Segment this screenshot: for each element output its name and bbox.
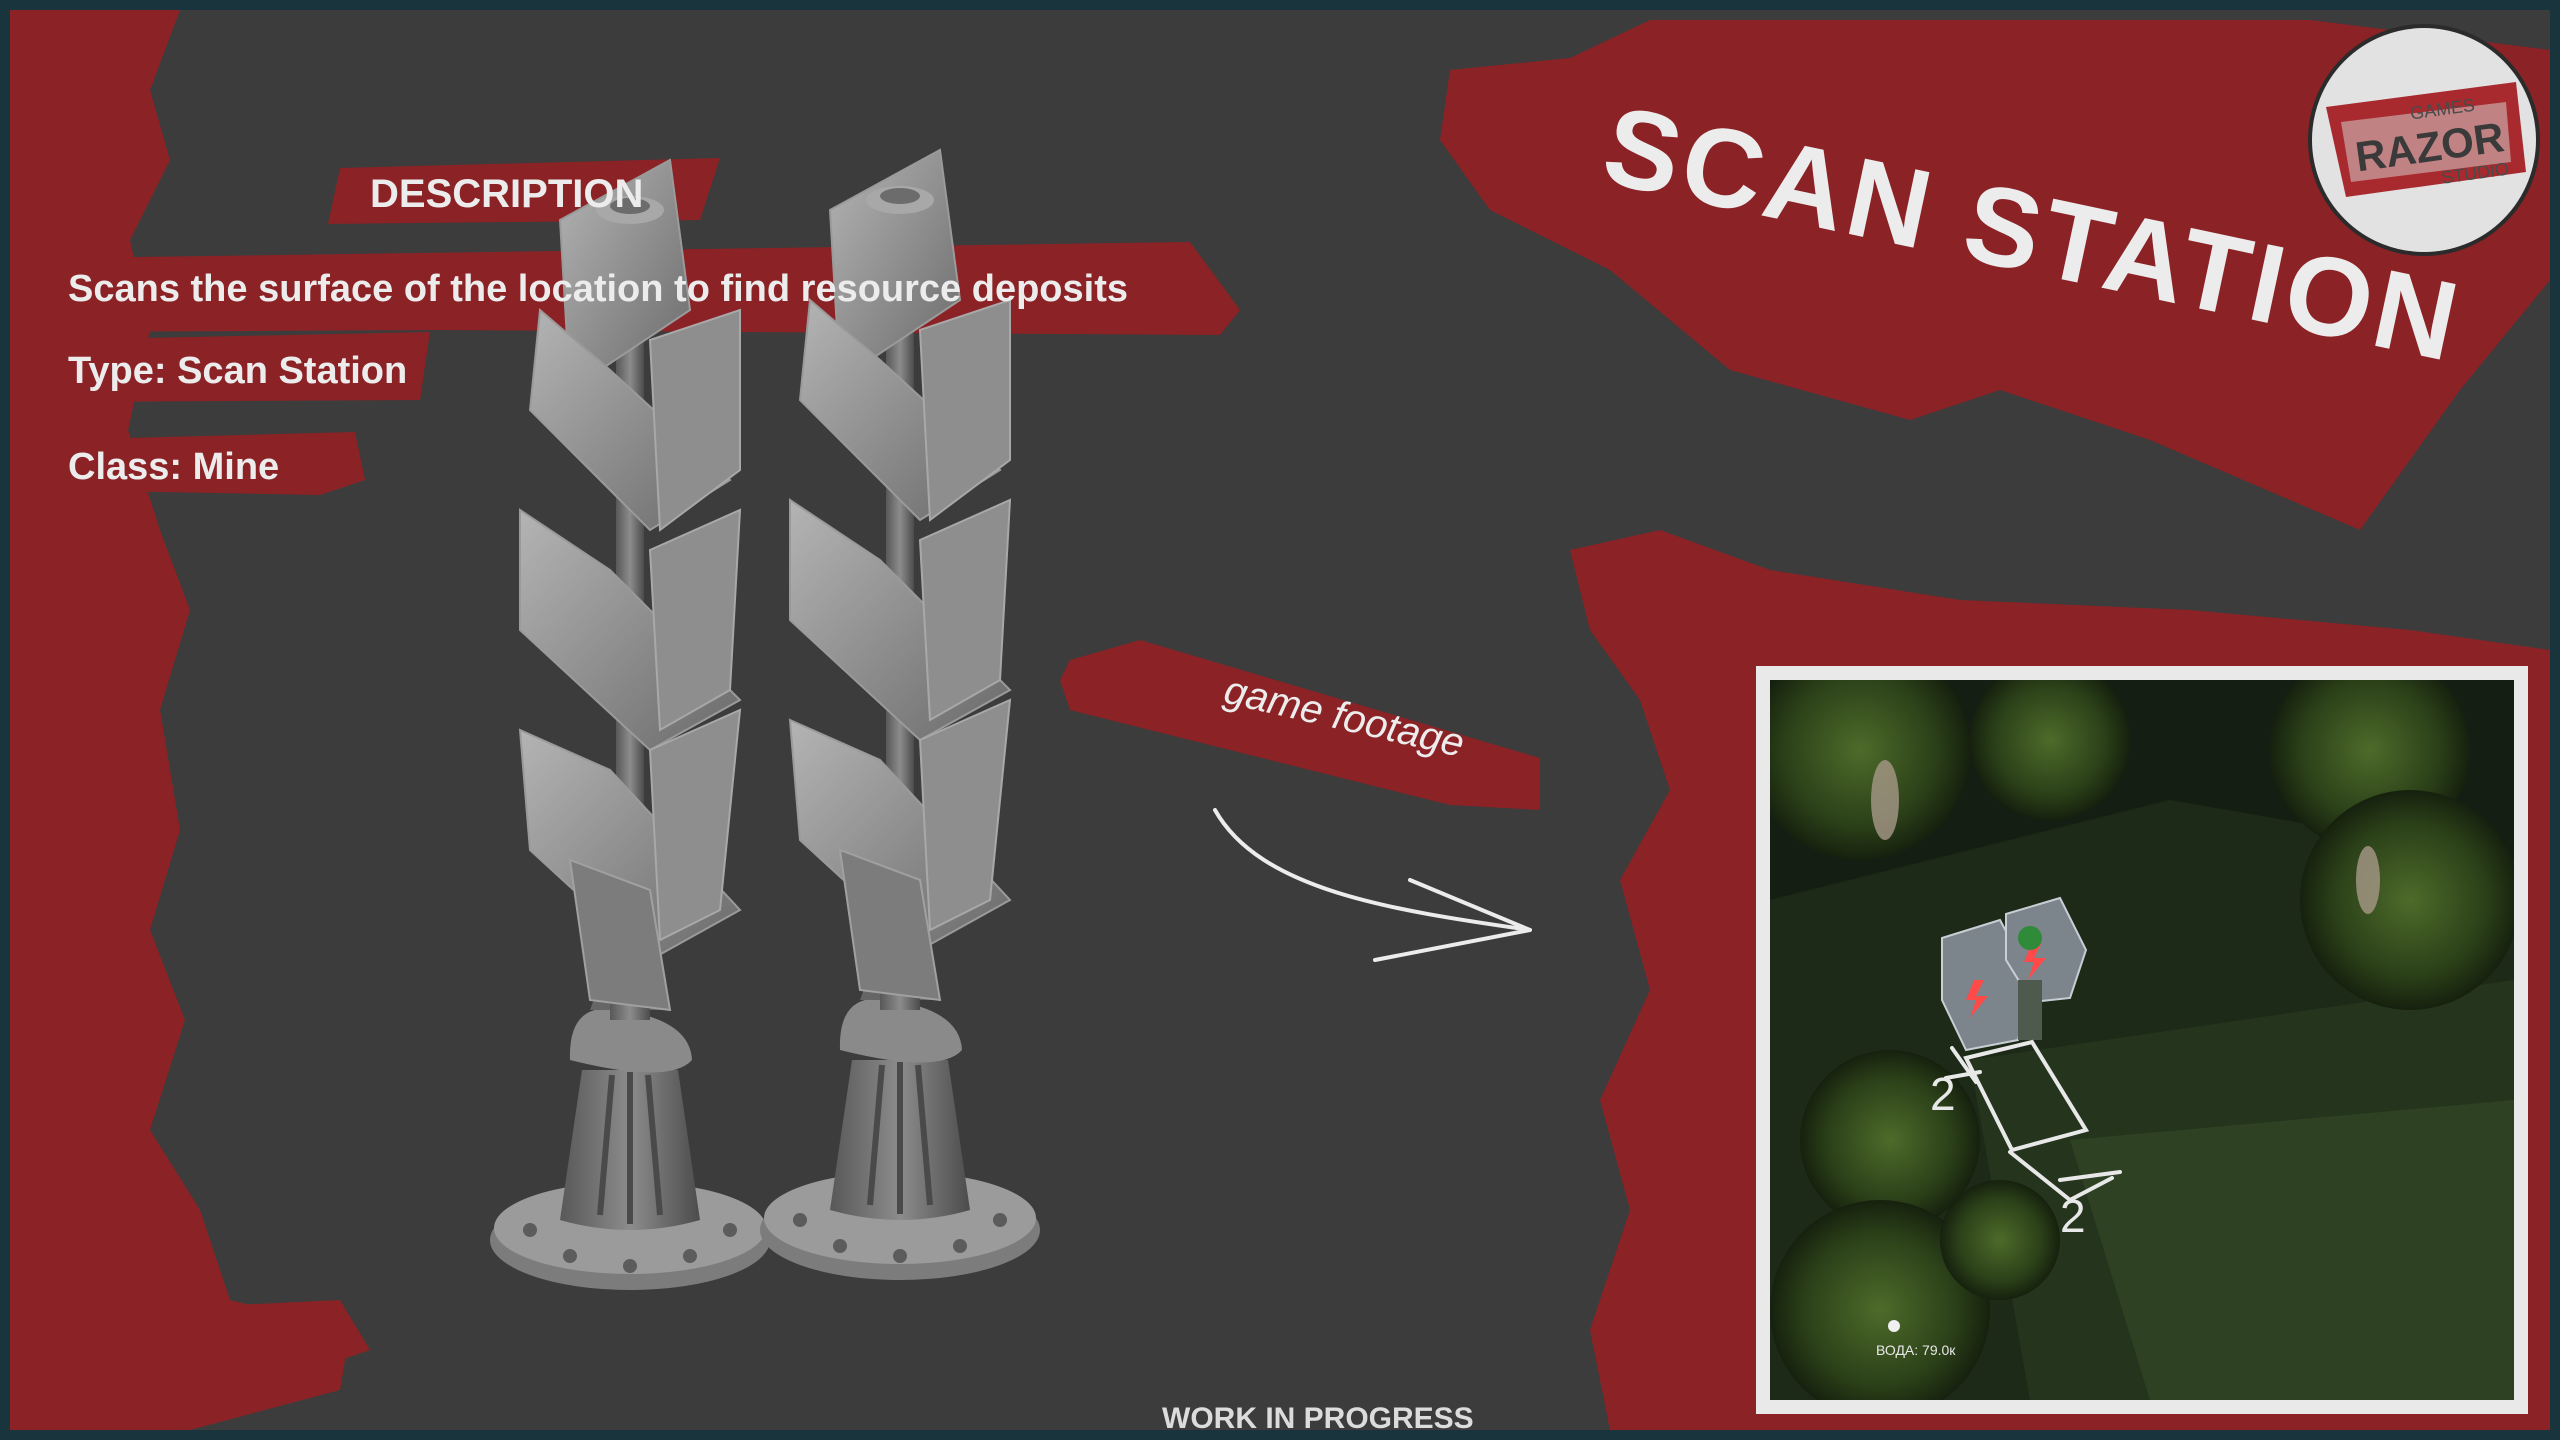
game-footage-view: 2 2 ВОДА: 79.0к [1770,680,2514,1400]
resource-marker-icon [1888,1320,1900,1332]
type-label: Type: Scan Station [68,350,408,392]
dimension-depth-label: 2 [2060,1190,2086,1242]
tree [1770,680,1970,860]
scan-station-building [1941,896,2088,1052]
description-heading: DESCRIPTION [370,172,644,216]
work-in-progress-label: WORK IN PROGRESS [1162,1402,1474,1430]
title-brush-stroke [1440,20,2550,530]
class-stroke [50,432,365,495]
studio-logo: GAMES RAZOR STUDIO [2308,24,2540,256]
tree [1970,680,2130,820]
resource-readout: ВОДА: 79.0к [1876,1342,1956,1358]
left-brush-splash [120,1300,370,1400]
dimension-width-label: 2 [1930,1068,1956,1120]
class-label: Class: Mine [68,446,280,488]
tree [1800,1050,1980,1230]
tree [1770,1200,1990,1400]
description-text: Scans the surface of the location to fin… [68,268,1128,310]
game-scene: 2 2 [1770,680,2514,1400]
footprint-dimension-lines [1944,1039,2122,1202]
game-footage-frame: 2 2 ВОДА: 79.0к [1756,666,2528,1414]
tree [1940,1180,2060,1300]
arrow-icon [1213,808,1532,962]
type-stroke [50,332,430,402]
tree [2300,790,2514,1010]
footage-stroke [1060,640,1540,810]
